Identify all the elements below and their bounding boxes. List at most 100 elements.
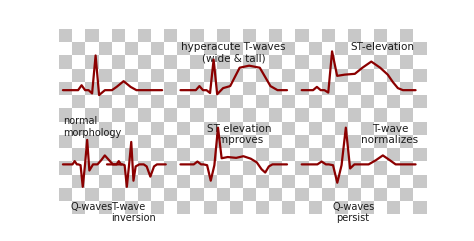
- Bar: [59, 188, 73, 201]
- Bar: [243, 161, 256, 175]
- Bar: [191, 55, 203, 69]
- Bar: [348, 108, 361, 122]
- Bar: [374, 29, 387, 42]
- Bar: [283, 175, 295, 188]
- Bar: [283, 122, 295, 135]
- Bar: [322, 108, 335, 122]
- Bar: [125, 95, 138, 108]
- Bar: [335, 201, 348, 214]
- Bar: [138, 82, 151, 95]
- Bar: [348, 188, 361, 201]
- Bar: [73, 95, 85, 108]
- Bar: [256, 42, 269, 55]
- Bar: [413, 95, 427, 108]
- Bar: [73, 42, 85, 55]
- Bar: [138, 29, 151, 42]
- Bar: [335, 175, 348, 188]
- Bar: [73, 175, 85, 188]
- Bar: [73, 201, 85, 214]
- Text: ST elevation
improves: ST elevation improves: [207, 124, 272, 145]
- Bar: [125, 175, 138, 188]
- Bar: [361, 175, 374, 188]
- Bar: [387, 122, 401, 135]
- Bar: [59, 108, 73, 122]
- Bar: [151, 95, 164, 108]
- Text: Q-waves: Q-waves: [70, 201, 112, 212]
- Bar: [125, 42, 138, 55]
- Bar: [387, 42, 401, 55]
- Bar: [151, 148, 164, 161]
- Bar: [164, 55, 177, 69]
- Bar: [269, 82, 283, 95]
- Bar: [230, 69, 243, 82]
- Bar: [125, 69, 138, 82]
- Bar: [112, 108, 125, 122]
- Bar: [73, 122, 85, 135]
- Bar: [230, 148, 243, 161]
- Bar: [283, 201, 295, 214]
- Bar: [99, 95, 112, 108]
- Bar: [374, 135, 387, 148]
- Bar: [177, 175, 191, 188]
- Bar: [85, 55, 99, 69]
- Bar: [401, 135, 413, 148]
- Bar: [295, 82, 309, 95]
- Bar: [203, 201, 217, 214]
- Bar: [191, 29, 203, 42]
- Bar: [177, 95, 191, 108]
- Bar: [191, 135, 203, 148]
- Bar: [138, 135, 151, 148]
- Bar: [348, 161, 361, 175]
- Bar: [413, 175, 427, 188]
- Bar: [217, 82, 230, 95]
- Bar: [59, 161, 73, 175]
- Bar: [269, 55, 283, 69]
- Bar: [387, 69, 401, 82]
- Bar: [322, 135, 335, 148]
- Bar: [361, 69, 374, 82]
- Bar: [230, 42, 243, 55]
- Bar: [243, 108, 256, 122]
- Bar: [309, 148, 322, 161]
- Bar: [243, 82, 256, 95]
- Bar: [309, 175, 322, 188]
- Bar: [217, 55, 230, 69]
- Bar: [243, 188, 256, 201]
- Bar: [269, 135, 283, 148]
- Bar: [361, 95, 374, 108]
- Bar: [203, 95, 217, 108]
- Bar: [191, 161, 203, 175]
- Bar: [374, 55, 387, 69]
- Bar: [112, 55, 125, 69]
- Bar: [164, 82, 177, 95]
- Bar: [387, 95, 401, 108]
- Bar: [243, 29, 256, 42]
- Bar: [177, 201, 191, 214]
- Bar: [256, 201, 269, 214]
- Bar: [269, 29, 283, 42]
- Text: ST-elevation: ST-elevation: [350, 42, 415, 52]
- Bar: [361, 122, 374, 135]
- Text: hyperacute T-waves
(wide & tall): hyperacute T-waves (wide & tall): [182, 42, 286, 64]
- Bar: [217, 108, 230, 122]
- Bar: [59, 55, 73, 69]
- Bar: [230, 201, 243, 214]
- Bar: [401, 188, 413, 201]
- Bar: [283, 69, 295, 82]
- Bar: [99, 148, 112, 161]
- Bar: [73, 148, 85, 161]
- Bar: [322, 29, 335, 42]
- Bar: [112, 82, 125, 95]
- Bar: [283, 42, 295, 55]
- Bar: [309, 122, 322, 135]
- Bar: [59, 135, 73, 148]
- Bar: [374, 188, 387, 201]
- Bar: [348, 55, 361, 69]
- Bar: [164, 108, 177, 122]
- Bar: [387, 201, 401, 214]
- Bar: [361, 201, 374, 214]
- Bar: [151, 201, 164, 214]
- Bar: [309, 95, 322, 108]
- Bar: [413, 69, 427, 82]
- Bar: [85, 188, 99, 201]
